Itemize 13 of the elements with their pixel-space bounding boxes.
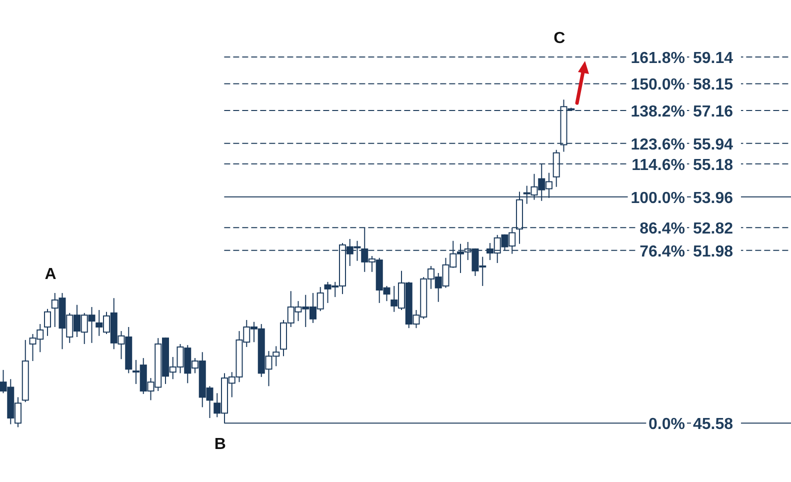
annotation: B [214, 436, 226, 454]
annotation: A [44, 266, 57, 283]
ref-line-label: 76.4% 51.98 [640, 243, 734, 260]
ref-line-label: 0.0% 45.58 [648, 416, 734, 434]
ref-line-label: 161.8% 59.14 [630, 50, 734, 67]
ref-line-label: 100.0% 53.96 [630, 190, 734, 207]
ref-line-label: 138.2% 57.16 [630, 103, 734, 120]
candlestick [44, 308, 52, 336]
ref-line-label: 123.6% 55.94 [630, 136, 734, 154]
ref-line-label: 86.4% 52.82 [640, 220, 734, 238]
ref-line-label: 114.6% 55.18 [632, 156, 734, 174]
annotation: C [554, 30, 566, 47]
ref-line-label: 150.0% 58.15 [630, 76, 734, 94]
